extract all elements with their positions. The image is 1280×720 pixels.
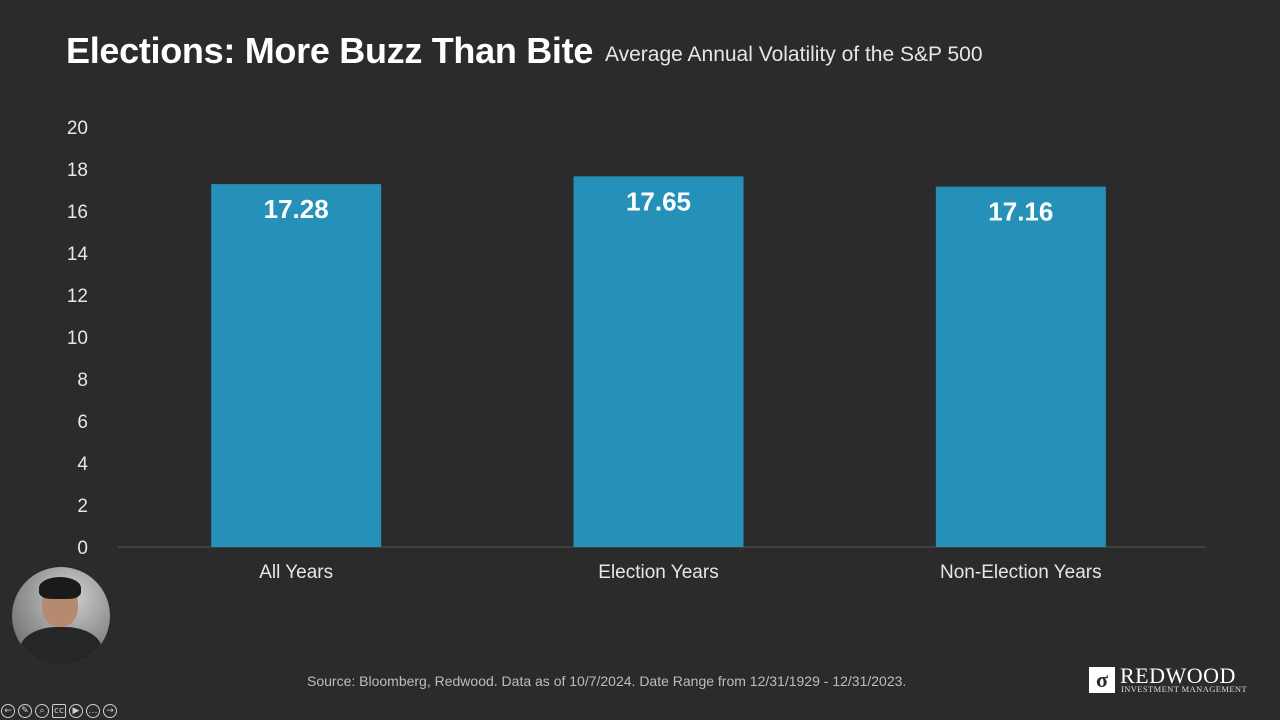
presenter-body [20, 627, 102, 665]
x-tick-label: All Years [259, 562, 333, 583]
y-axis: 0 2 4 6 8 10 12 14 16 18 20 [67, 118, 89, 559]
y-tick-label: 16 [67, 202, 88, 223]
y-tick-label: 10 [67, 328, 88, 349]
y-tick-label: 0 [77, 538, 88, 559]
bar-data-label: 17.16 [988, 197, 1053, 227]
y-tick-label: 8 [77, 370, 88, 391]
y-tick-label: 6 [77, 412, 88, 433]
captions-icon[interactable]: cc [52, 704, 66, 718]
redwood-logo: σ REDWOOD INVESTMENT MANAGEMENT [1089, 663, 1249, 697]
slideshow-controls: ← ✎ ⌕ cc ▶… → [1, 704, 117, 718]
y-tick-label: 4 [77, 454, 88, 475]
bar-data-label: 17.65 [626, 186, 691, 216]
slide-title: Elections: More Buzz Than Bite [66, 30, 594, 71]
y-tick-label: 12 [67, 286, 88, 307]
redwood-logo-name: REDWOOD [1120, 663, 1236, 688]
x-tick-label: Non-Election Years [940, 562, 1102, 583]
redwood-logo-tagline: INVESTMENT MANAGEMENT [1121, 684, 1248, 694]
y-tick-label: 2 [77, 496, 88, 517]
more-icon[interactable]: … [86, 704, 100, 718]
bar [211, 184, 382, 547]
next-icon[interactable]: → [103, 704, 117, 718]
bar-data-label: 17.28 [264, 194, 329, 224]
bar [573, 176, 744, 547]
x-axis: All Years Election Years Non-Election Year… [259, 562, 1101, 583]
zoom-icon[interactable]: ⌕ [35, 704, 49, 718]
redwood-logo-mark: σ [1089, 667, 1115, 693]
presenter-hair [39, 577, 81, 599]
y-tick-label: 20 [67, 118, 88, 139]
presenter-webcam [12, 567, 110, 665]
bar [935, 186, 1106, 547]
bars: 17.28 17.65 17.16 [211, 176, 1106, 547]
slide-subtitle: Average Annual Volatility of the S&P 500 [605, 43, 983, 66]
y-tick-label: 14 [67, 244, 89, 265]
y-tick-label: 18 [67, 160, 88, 181]
camera-icon[interactable]: ▶ [69, 704, 83, 718]
volatility-bar-chart: 0 2 4 6 8 10 12 14 16 18 20 17.28 17.65 17.16 All Ye… [67, 118, 1205, 583]
previous-icon[interactable]: ← [1, 704, 15, 718]
source-note: Source: Bloomberg, Redwood. Data as of 1… [307, 673, 907, 689]
x-tick-label: Election Years [598, 562, 718, 583]
pen-icon[interactable]: ✎ [18, 704, 32, 718]
